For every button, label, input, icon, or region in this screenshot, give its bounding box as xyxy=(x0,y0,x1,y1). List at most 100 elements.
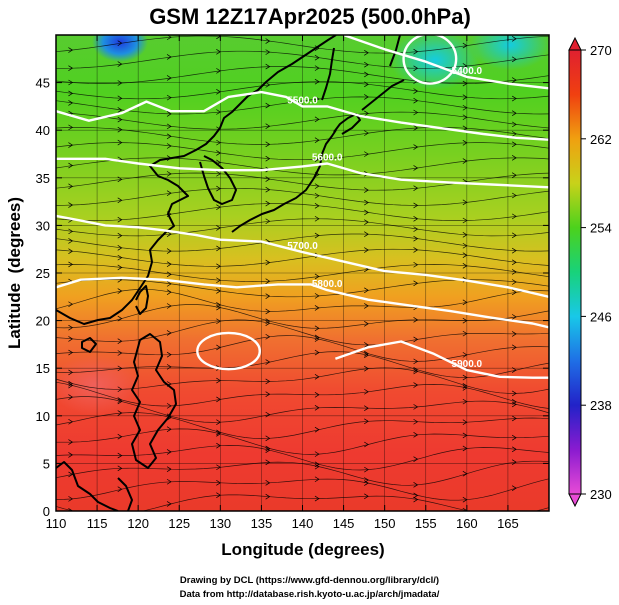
wind-streamlines xyxy=(56,35,549,511)
stream-arrow xyxy=(462,445,468,452)
y-axis-label: Latitude (degrees) xyxy=(5,197,24,349)
stream-arrow xyxy=(314,183,320,189)
stream-arrow xyxy=(413,261,419,268)
stream-arrow xyxy=(265,102,271,109)
stream-arrow xyxy=(462,94,468,101)
stream-arrow xyxy=(216,288,221,294)
stream-arrow xyxy=(166,351,172,358)
x-tick-label: 125 xyxy=(168,516,190,531)
stream-arrow xyxy=(462,42,468,49)
stream-arrow xyxy=(511,131,517,137)
stream-arrow xyxy=(216,263,221,270)
stream-arrow xyxy=(462,496,468,503)
stream-arrow xyxy=(364,405,369,412)
stream-arrow xyxy=(166,364,172,370)
contour-line xyxy=(56,90,549,141)
stream-arrow xyxy=(166,501,172,507)
stream-arrow xyxy=(511,344,517,351)
stream-arrow xyxy=(216,377,221,384)
stream-arrow xyxy=(314,305,320,311)
stream-arrow xyxy=(117,40,123,46)
stream-arrow xyxy=(68,369,74,376)
stream-arrow xyxy=(265,493,271,500)
stream-arrow xyxy=(511,155,517,161)
stream-arrow xyxy=(413,280,419,287)
stream-arrow xyxy=(364,187,369,193)
stream-arrow xyxy=(265,49,271,55)
stream-arrow xyxy=(511,141,517,148)
stream-arrow xyxy=(462,385,468,391)
stream-arrow xyxy=(68,228,74,235)
stream-arrow xyxy=(117,139,123,146)
stream-arrow xyxy=(166,248,172,254)
stream-arrow xyxy=(364,342,369,348)
stream-arrow xyxy=(364,199,369,206)
stream-arrow xyxy=(265,318,271,324)
stream-arrow xyxy=(511,399,517,405)
stream-arrow xyxy=(216,277,221,284)
stream-arrow xyxy=(265,480,271,486)
stream-arrow xyxy=(117,350,123,356)
stream-arrow xyxy=(511,77,517,83)
stream-arrow xyxy=(216,480,221,486)
stream-arrow xyxy=(314,137,320,144)
stream-arrow xyxy=(117,398,123,405)
stream-arrow xyxy=(216,431,221,437)
stream-arrow xyxy=(117,288,123,294)
stream-arrow xyxy=(462,139,468,146)
y-axis: 0 5 10 15 20 25 30 35 40 45 xyxy=(36,76,549,519)
contour-line xyxy=(56,276,549,329)
stream-arrow xyxy=(314,463,320,470)
stream-arrow xyxy=(413,235,419,242)
stream-arrow xyxy=(314,391,320,398)
stream-arrow xyxy=(166,94,172,101)
stream-arrow xyxy=(166,303,172,309)
stream-arrow xyxy=(413,226,419,232)
stream-arrow xyxy=(413,97,419,104)
x-tick-label: 135 xyxy=(251,516,273,531)
stream-arrow xyxy=(413,368,419,375)
closed-contour xyxy=(402,35,458,85)
x-tick-label: 165 xyxy=(497,516,519,531)
y-tick-label: 5 xyxy=(43,456,50,471)
stream-arrow xyxy=(511,485,517,491)
stream-arrow xyxy=(462,398,468,405)
stream-arrow xyxy=(511,35,517,42)
stream-arrow xyxy=(314,293,320,299)
stream-arrow xyxy=(413,432,419,438)
stream-arrow xyxy=(216,170,221,177)
stream-arrow xyxy=(413,185,419,191)
stream-arrow xyxy=(511,367,517,373)
stream-arrow xyxy=(166,190,172,196)
stream-arrow xyxy=(166,281,172,287)
stream-arrow xyxy=(166,54,172,60)
stream-arrow xyxy=(462,217,468,224)
stream-arrow xyxy=(462,299,468,306)
stream-arrow xyxy=(265,359,271,365)
stream-arrow xyxy=(364,477,369,483)
stream-arrow xyxy=(364,493,369,500)
stream-arrow xyxy=(117,95,123,102)
stream-arrow xyxy=(364,61,369,68)
stream-arrow xyxy=(511,121,517,128)
colorbar-tick-label: 270 xyxy=(590,43,612,58)
stream-arrow xyxy=(68,394,74,400)
stream-arrow xyxy=(265,308,271,315)
stream-arrow xyxy=(216,225,221,231)
colorbar: 230 238 246 254 262 270 xyxy=(568,36,612,508)
credit-drawing: Drawing by DCL (https://www.gfd-dennou.o… xyxy=(179,575,440,586)
stream-arrow xyxy=(462,352,468,358)
stream-arrow xyxy=(462,374,468,381)
stream-arrow xyxy=(68,124,74,131)
stream-arrow xyxy=(511,401,517,408)
y-tick-label: 40 xyxy=(36,123,50,138)
y-tick-label: 45 xyxy=(36,76,50,91)
stream-arrow xyxy=(314,78,320,85)
contour-line xyxy=(335,340,549,379)
stream-arrow xyxy=(117,116,123,123)
stream-arrow xyxy=(314,336,320,342)
stream-arrow xyxy=(413,125,419,131)
stream-arrow xyxy=(68,90,74,97)
y-tick-label: 20 xyxy=(36,314,50,329)
stream-arrow xyxy=(413,456,419,462)
